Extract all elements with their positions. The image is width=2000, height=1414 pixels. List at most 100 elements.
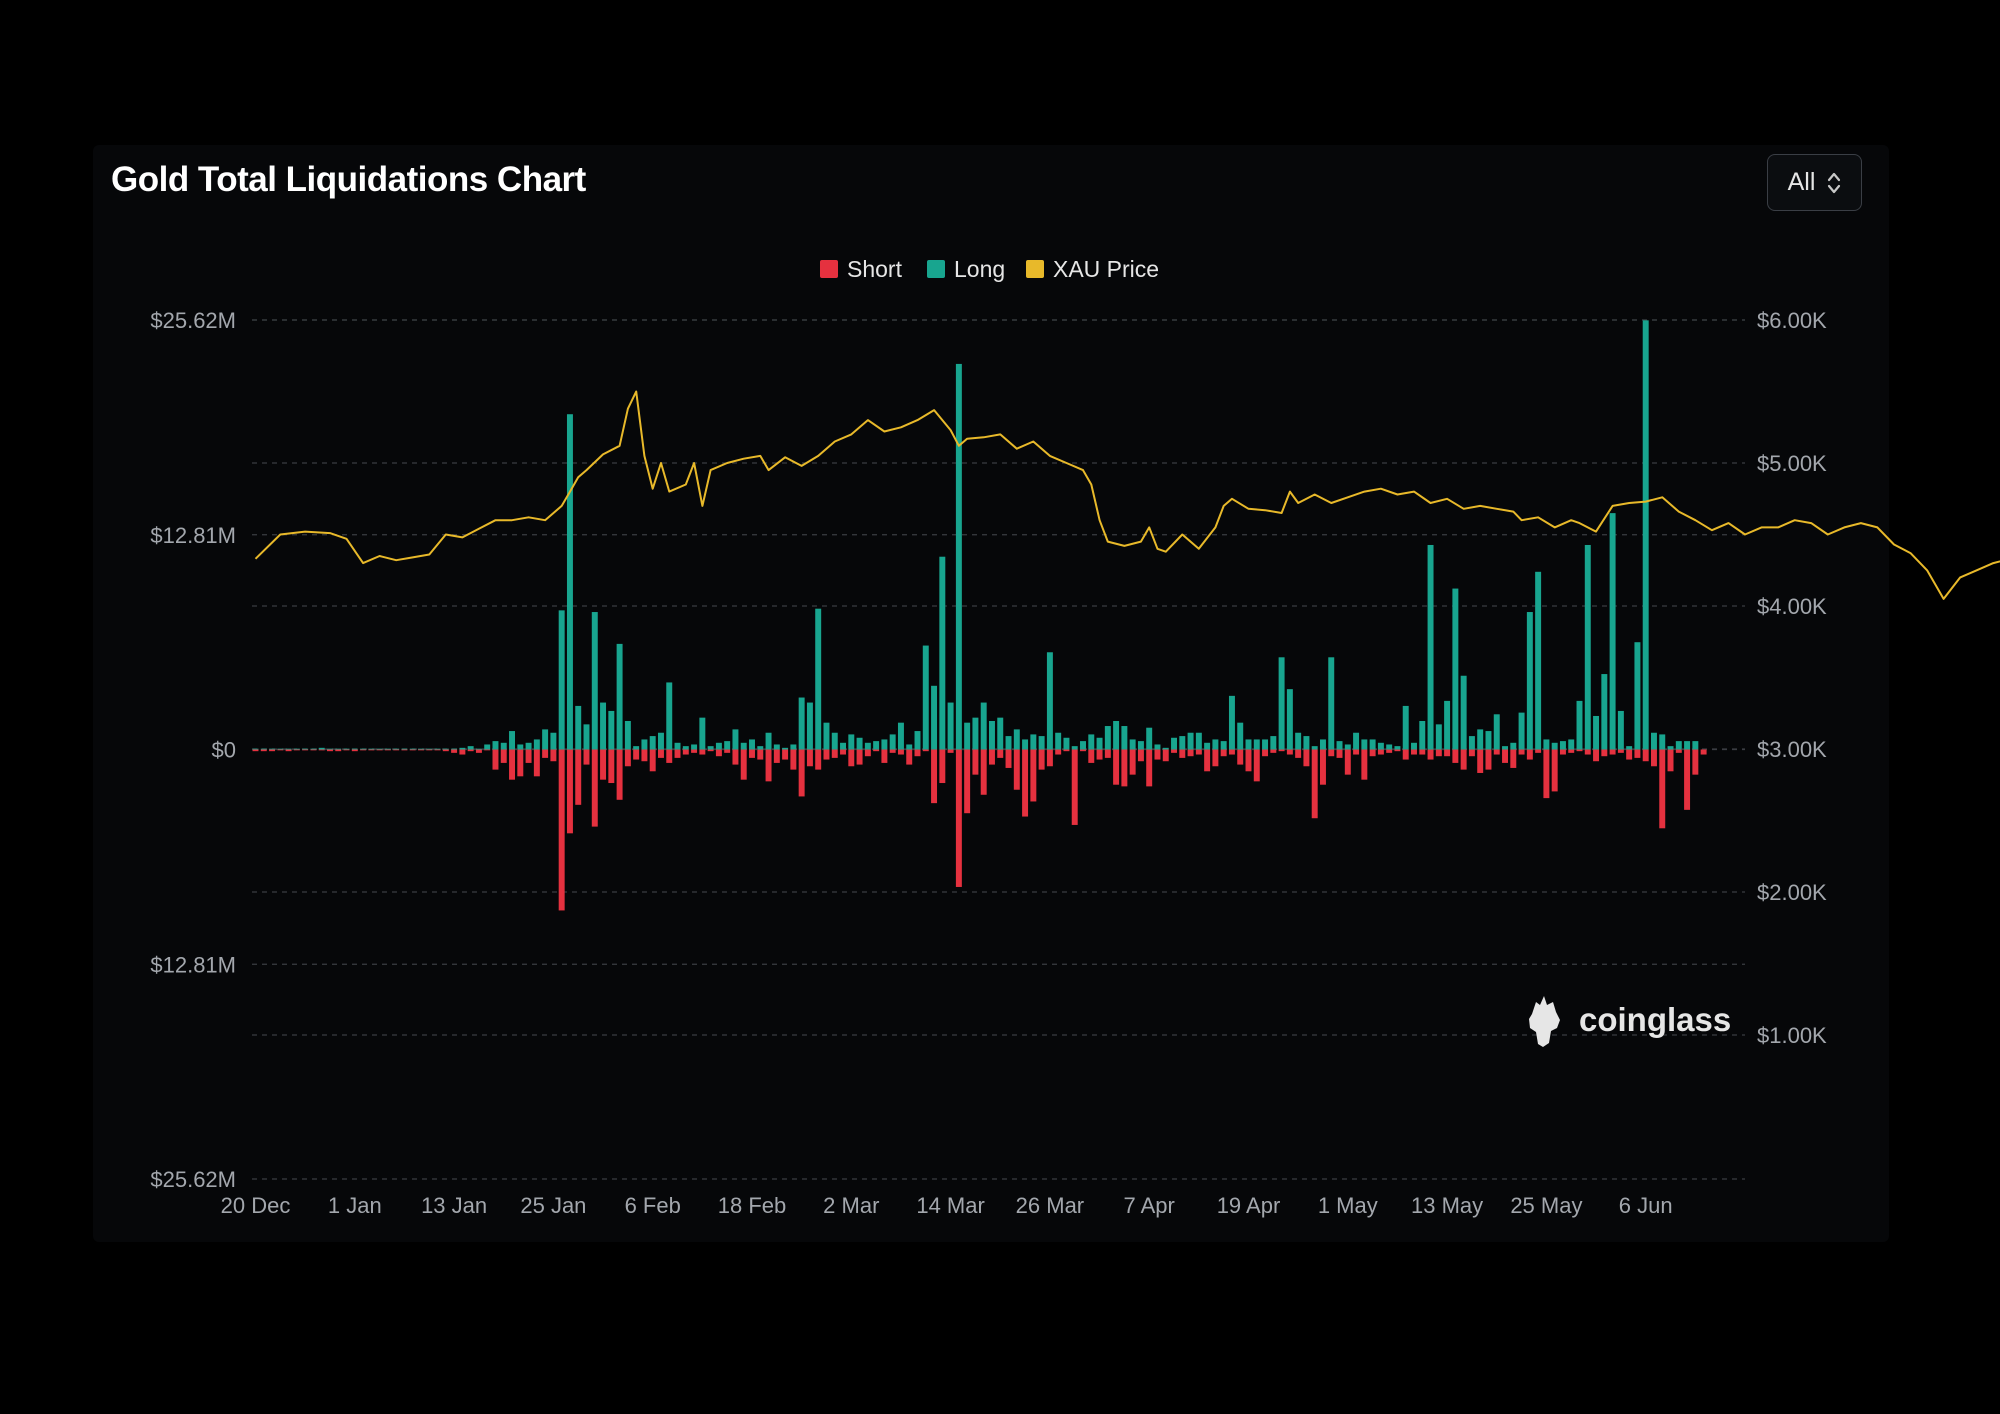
short-bar	[1080, 749, 1086, 752]
short-bar	[691, 749, 698, 753]
watermark: coinglass	[1529, 996, 1731, 1047]
long-bar	[715, 742, 722, 750]
short-bar	[939, 749, 946, 784]
short-bar	[1104, 749, 1111, 758]
short-bar	[1038, 749, 1045, 770]
short-bar	[1369, 749, 1376, 757]
short-bar	[1129, 749, 1136, 775]
long-bar	[674, 742, 681, 750]
short-bar	[1675, 749, 1682, 753]
short-bar	[1650, 749, 1657, 767]
long-bar	[964, 722, 971, 750]
long-bar	[1195, 732, 1202, 750]
short-bar	[1386, 749, 1393, 753]
long-bar	[997, 717, 1004, 750]
short-bar	[1228, 749, 1235, 755]
time-range-select[interactable]: All	[1767, 154, 1862, 211]
short-bar	[740, 749, 747, 780]
short-bar	[293, 749, 300, 751]
long-bar	[1080, 741, 1086, 750]
long-bar	[1344, 744, 1351, 750]
short-bar	[1485, 749, 1492, 770]
legend-label-xau-price: XAU Price	[1053, 256, 1159, 282]
long-bar	[972, 717, 979, 750]
short-bar	[351, 749, 358, 752]
short-bar	[1013, 749, 1020, 790]
long-bar	[1518, 712, 1525, 750]
long-bar	[1402, 705, 1409, 750]
long-bar	[831, 732, 838, 750]
short-bar	[1262, 749, 1269, 757]
long-bar	[641, 739, 648, 750]
long-bar	[1303, 736, 1310, 750]
short-bar	[1510, 749, 1517, 768]
short-bar	[1642, 749, 1649, 762]
long-bar	[1576, 700, 1583, 750]
short-bar	[947, 749, 954, 753]
x-tick-label-8: 26 Mar	[1016, 1193, 1084, 1218]
short-bar	[1162, 749, 1169, 762]
long-bar	[782, 747, 789, 750]
short-bar	[1088, 749, 1095, 763]
short-bar	[856, 749, 863, 765]
short-bar	[1659, 749, 1666, 829]
short-bar	[1220, 749, 1227, 757]
left-tick-label-4: $25.62M	[150, 1167, 236, 1192]
short-bar	[897, 749, 904, 755]
short-bar	[674, 749, 681, 758]
short-bar	[1237, 749, 1244, 765]
short-bar	[509, 749, 516, 780]
long-bar	[1419, 721, 1426, 750]
long-bar	[666, 682, 673, 750]
long-bar	[1121, 726, 1128, 750]
long-bar	[757, 746, 764, 750]
long-bar	[947, 702, 954, 750]
short-bar	[1634, 749, 1641, 758]
long-bar	[1245, 739, 1252, 750]
short-bar	[434, 749, 441, 751]
short-bar	[550, 749, 557, 762]
long-bar	[1104, 726, 1111, 750]
x-tick-label-14: 6 Jun	[1619, 1193, 1673, 1218]
legend-swatch-long	[927, 260, 945, 278]
long-bar	[881, 739, 888, 750]
long-bar	[360, 748, 367, 750]
short-bar	[418, 749, 424, 751]
x-tick-label-0: 20 Dec	[221, 1193, 291, 1218]
long-bar	[1361, 739, 1368, 750]
long-bar	[1526, 612, 1533, 750]
short-bar	[1353, 749, 1360, 755]
long-bar	[1328, 657, 1335, 750]
short-bar	[823, 749, 830, 760]
long-bar	[1468, 736, 1475, 750]
short-bar	[1535, 749, 1542, 753]
short-bar	[1195, 749, 1202, 755]
short-bar	[1022, 749, 1029, 817]
short-bar	[467, 749, 474, 752]
short-bar	[840, 749, 847, 755]
long-bar	[1634, 642, 1641, 750]
short-bar	[1427, 749, 1434, 760]
short-bar	[707, 749, 714, 752]
x-tick-label-3: 25 Jan	[520, 1193, 586, 1218]
short-bar	[1559, 749, 1566, 755]
x-tick-label-11: 1 May	[1318, 1193, 1378, 1218]
x-tick-label-6: 2 Mar	[823, 1193, 879, 1218]
short-bar	[302, 749, 309, 751]
short-bar	[1684, 749, 1691, 810]
short-bar	[1253, 749, 1260, 782]
long-bar	[591, 612, 598, 750]
long-bar	[1568, 739, 1575, 750]
legend-label-long: Long	[954, 256, 1005, 282]
short-bar	[1328, 749, 1335, 757]
short-bar	[1295, 749, 1302, 758]
short-bar	[806, 749, 813, 767]
xau-price-line	[254, 390, 2000, 600]
left-tick-label-3: $12.81M	[150, 952, 236, 977]
long-bar	[1551, 742, 1558, 750]
short-bar	[1179, 749, 1186, 758]
long-bar	[1253, 739, 1260, 750]
long-bar	[1005, 736, 1012, 750]
right-tick-label-4: $2.00K	[1757, 880, 1827, 905]
